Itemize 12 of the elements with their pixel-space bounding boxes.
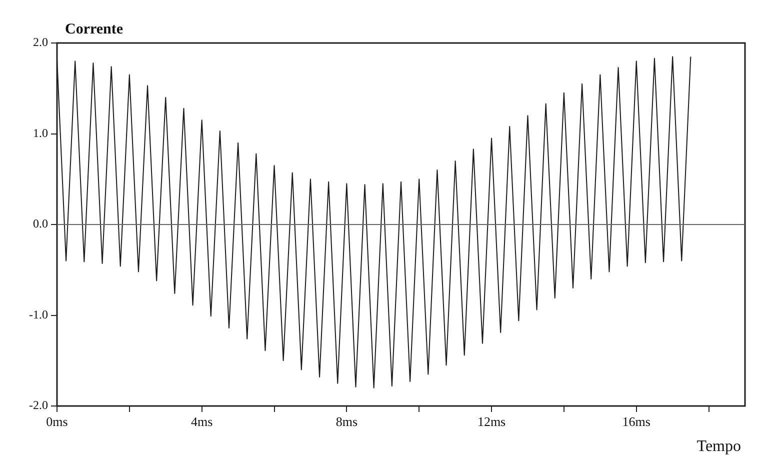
x-tick-label: 16ms xyxy=(622,414,650,430)
x-tick-label: 4ms xyxy=(191,414,213,430)
y-axis-title: Corrente xyxy=(65,21,124,38)
y-tick-label: -2.0 xyxy=(29,398,48,412)
x-tick-label: 0ms xyxy=(46,414,68,430)
x-axis-title: Tempo xyxy=(696,438,741,456)
y-tick-label: 0.0 xyxy=(33,216,48,231)
y-tick-label: 1.0 xyxy=(33,126,48,140)
x-tick-label: 8ms xyxy=(336,414,358,430)
x-tick-label: 12ms xyxy=(477,414,506,430)
y-tick-label: 2.0 xyxy=(33,35,48,50)
y-tick-label: -1.0 xyxy=(29,307,48,322)
